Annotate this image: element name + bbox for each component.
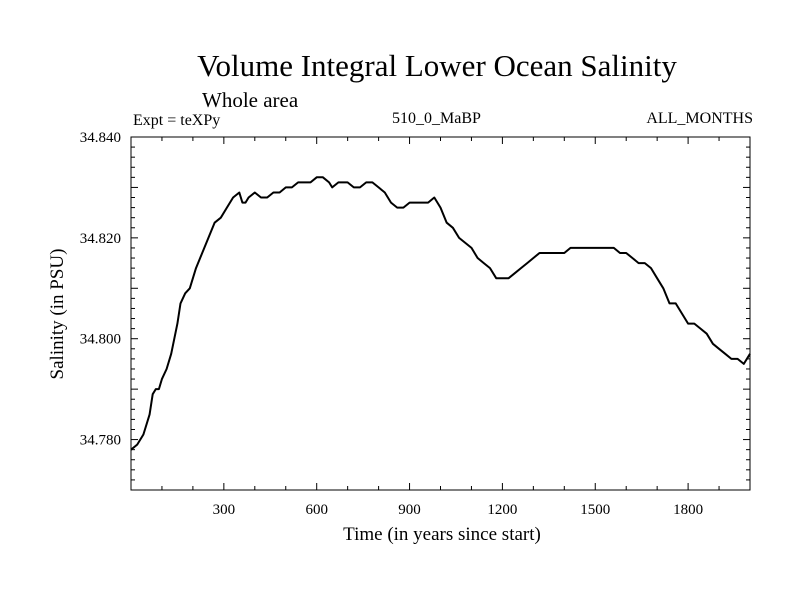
plot-frame bbox=[130, 136, 751, 491]
x-tick-label: 1800 bbox=[673, 502, 703, 518]
y-axis-label: Salinity (in PSU) bbox=[47, 249, 68, 380]
months-label: ALL_MONTHS bbox=[646, 110, 753, 127]
x-tick-label: 300 bbox=[213, 502, 236, 518]
y-axis: 34.780 34.800 34.820 34.840 bbox=[80, 130, 750, 481]
x-tick-label: 600 bbox=[305, 502, 328, 518]
y-tick-label: 34.820 bbox=[80, 231, 121, 247]
x-tick-label: 900 bbox=[398, 502, 421, 518]
y-tick-label: 34.840 bbox=[80, 130, 121, 146]
x-axis-label: Time (in years since start) bbox=[343, 524, 541, 545]
y-tick-label: 34.800 bbox=[80, 332, 121, 348]
run-label: 510_0_MaBP bbox=[392, 110, 481, 127]
x-tick-label: 1500 bbox=[580, 502, 610, 518]
experiment-label: Expt = teXPy bbox=[133, 112, 221, 129]
y-tick-label: 34.780 bbox=[80, 433, 121, 449]
salinity-series-line bbox=[130, 176, 751, 451]
x-tick-label: 1200 bbox=[487, 502, 517, 518]
x-axis: 300 600 900 1200 1500 1800 bbox=[161, 137, 720, 518]
chart-title: Volume Integral Lower Ocean Salinity bbox=[197, 48, 677, 83]
chart-subtitle: Whole area bbox=[202, 88, 299, 112]
